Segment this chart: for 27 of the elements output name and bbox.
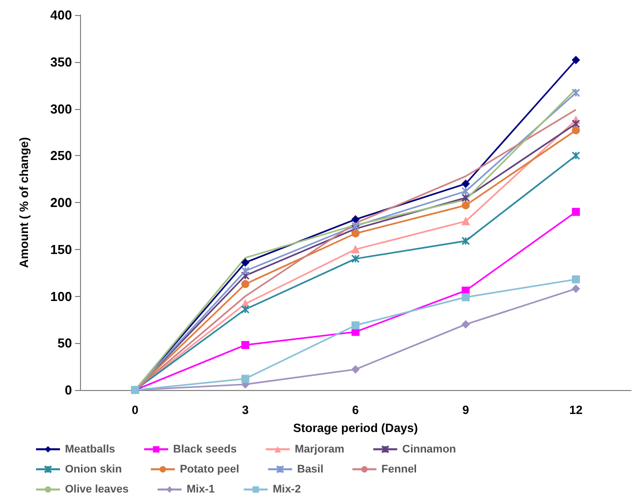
legend-label: Cinnamon: [402, 443, 456, 456]
y-tick-label: 350: [50, 54, 72, 70]
legend-label: Black seeds: [173, 443, 237, 456]
y-axis-title: Amount ( % of change): [17, 137, 31, 268]
x-tick-label: 6: [352, 403, 360, 417]
legend-label: Fennel: [381, 463, 417, 476]
legend-label: Meatballs: [65, 443, 116, 456]
legend-label: Basil: [297, 463, 324, 476]
y-tick-label: 250: [50, 148, 72, 164]
y-tick-label: 100: [50, 288, 72, 304]
y-tick-label: 50: [58, 336, 72, 351]
y-tick-label: 400: [50, 8, 72, 22]
x-axis-title: Storage period (Days): [293, 421, 418, 435]
x-tick-label: 0: [132, 403, 139, 417]
legend-label: Olive leaves: [65, 484, 129, 496]
x-tick-label: 3: [242, 403, 249, 417]
y-tick-label: 300: [50, 101, 72, 116]
legend-label: Mix-2: [272, 484, 301, 496]
legend-label: Marjoram: [294, 443, 344, 456]
y-tick-label: 0: [64, 382, 72, 398]
legend-label: Mix-1: [186, 484, 215, 496]
x-tick-label: 12: [569, 403, 583, 417]
x-tick-label: 9: [462, 403, 470, 417]
legend-label: Potato peel: [180, 463, 240, 476]
y-tick-label: 150: [50, 242, 72, 257]
legend-label: Onion skin: [65, 463, 122, 476]
y-tick-label: 200: [50, 195, 72, 210]
